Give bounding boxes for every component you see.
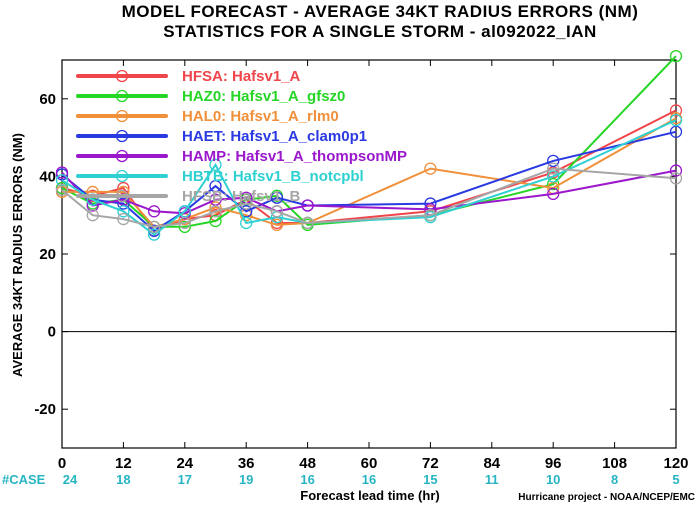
- data-point: [669, 113, 683, 127]
- data-point: [86, 209, 99, 222]
- x-tick-label: 24: [176, 455, 193, 472]
- chart-subtitle: STATISTICS FOR A SINGLE STORM - al092022…: [163, 22, 597, 41]
- data-point: [270, 191, 284, 204]
- case-label: #CASE: [2, 472, 46, 487]
- case-count: 16: [300, 472, 314, 487]
- data-point: [55, 166, 69, 179]
- data-point: [209, 179, 222, 193]
- x-tick-label: 120: [663, 455, 688, 472]
- data-point: [424, 209, 437, 222]
- series-line: [61, 130, 677, 232]
- data-point: [147, 220, 161, 233]
- x-tick-label: 60: [361, 455, 378, 472]
- data-point: [147, 228, 161, 241]
- legend: HFSA: Hafsv1_A HAZ0: Hafsv1_A_gfsz0 HAL0: …: [76, 68, 407, 205]
- x-tick-label: 108: [602, 455, 627, 472]
- chart-title: MODEL FORECAST - AVERAGE 34KT RADIUS ERR…: [122, 2, 639, 21]
- legend-entry-label: HFSB: Hafsv1_B: [182, 188, 301, 205]
- data-point: [270, 205, 284, 218]
- x-tick-label: 36: [238, 455, 255, 472]
- case-count: 17: [178, 472, 192, 487]
- series-group: [55, 162, 683, 233]
- data-point: [301, 216, 314, 230]
- data-point: [209, 158, 222, 171]
- x-tick-label: 48: [299, 455, 316, 472]
- legend-swatch-marker: [115, 89, 129, 103]
- x-tick-label: 72: [422, 455, 439, 472]
- y-tick-label: -20: [34, 401, 56, 418]
- case-count: 24: [63, 472, 78, 487]
- series-group: [55, 164, 683, 220]
- data-point: [117, 197, 130, 210]
- plot-frame: [61, 59, 677, 449]
- credit-label: Hurricane project - NOAA/NCEP/EMC: [518, 492, 695, 503]
- legend-swatch-marker: [115, 129, 129, 143]
- data-point: [270, 218, 284, 232]
- data-point: [669, 164, 683, 177]
- data-point: [117, 205, 130, 218]
- x-tick-label: 0: [58, 455, 66, 472]
- data-point: [240, 216, 253, 230]
- case-count: 15: [423, 472, 437, 487]
- legend-entry-label: HFSA: Hafsv1_A: [182, 68, 301, 85]
- series-line: [61, 55, 677, 228]
- data-point: [55, 174, 69, 187]
- legend-entry-label: HAET: Hafsv1_A_clam0p1: [182, 128, 367, 145]
- data-point: [669, 49, 683, 63]
- legend-entry-label: HAZ0: Hafsv1_A_gfsz0: [182, 88, 345, 105]
- data-point: [178, 216, 191, 230]
- y-tick-label: 20: [39, 246, 56, 263]
- case-count: 18: [116, 472, 130, 487]
- x-tick-label: 12: [115, 455, 132, 472]
- data-point: [117, 212, 130, 226]
- legend-entry-label: HAL0: Hafsv1_A_rlm0: [182, 108, 339, 125]
- case-count: 10: [546, 472, 560, 487]
- case-count: 19: [239, 472, 253, 487]
- legend-swatch-marker: [115, 149, 129, 163]
- legend-swatch-marker: [115, 169, 129, 183]
- data-point: [424, 162, 437, 175]
- legend-swatch-marker: [115, 109, 129, 123]
- data-point: [669, 172, 683, 185]
- data-point: [147, 205, 161, 218]
- y-axis-label: AVERAGE 34KT RADIUS ERRORS (NM): [10, 133, 25, 377]
- data-point: [209, 201, 222, 214]
- case-count: 8: [611, 472, 618, 487]
- data-point: [301, 199, 314, 212]
- y-tick-label: 40: [39, 168, 56, 185]
- data-point: [669, 104, 683, 117]
- data-point: [547, 162, 560, 175]
- case-count: 5: [672, 472, 679, 487]
- x-axis-label: Forecast lead time (hr): [300, 488, 439, 503]
- data-point: [178, 220, 191, 233]
- legend-entry-label: HBTB: Hafsv1_B_notcpbl: [182, 168, 364, 185]
- case-count: 11: [485, 472, 499, 487]
- x-tick-label: 96: [545, 455, 562, 472]
- data-point: [209, 205, 222, 218]
- data-point: [240, 197, 253, 210]
- y-tick-label: 0: [48, 324, 56, 341]
- y-tick-label: 60: [39, 91, 56, 108]
- data-point: [547, 187, 560, 201]
- data-point: [547, 170, 560, 183]
- case-count: 16: [362, 472, 376, 487]
- plot-area: -200204060024121824173619481660167215841…: [34, 49, 689, 487]
- data-point: [209, 214, 222, 228]
- legend-swatch-marker: [115, 69, 129, 83]
- data-point: [55, 183, 69, 197]
- legend-entry-label: HAMP: Hafsv1_A_thompsonMP: [182, 148, 407, 165]
- data-point: [547, 154, 560, 168]
- legend-swatch-marker: [115, 189, 129, 203]
- x-tick-label: 84: [483, 455, 500, 472]
